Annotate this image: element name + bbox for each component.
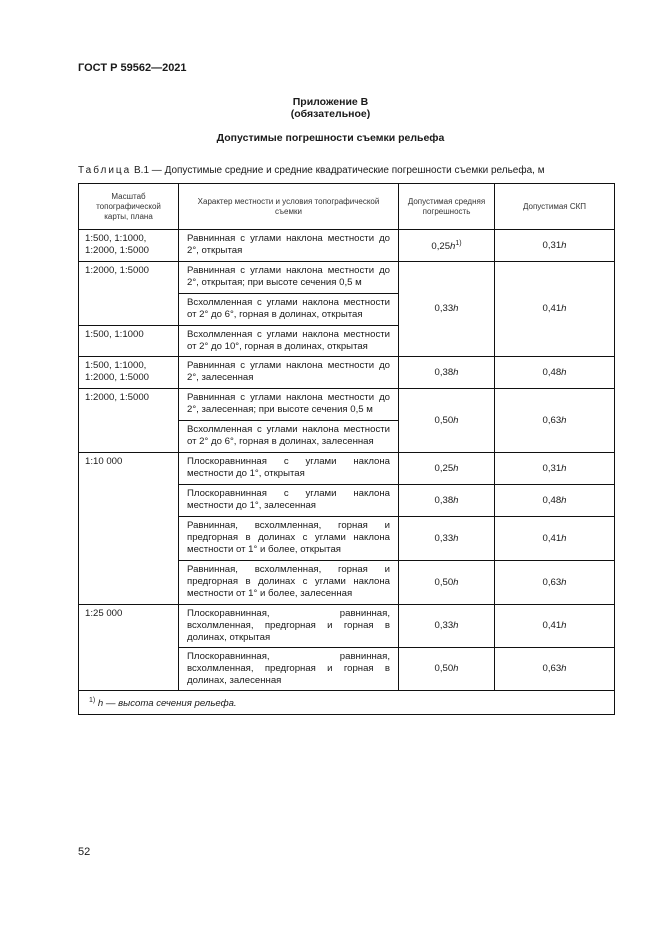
table-row: 1:500, 1:1000, 1:2000, 1:5000 Равнинная … <box>78 229 615 262</box>
column-header: Допустимая СКП <box>494 183 615 230</box>
mean-error-cell: 0,33h <box>398 516 495 561</box>
appendix-status: (обязательное) <box>290 108 371 120</box>
table-row: Равнинная, всхолмленная, горная и предго… <box>79 560 615 605</box>
table-row: Плоскоравнинная, равнинная, всхолмленная… <box>79 647 615 691</box>
table-header: Масштаб топографической карты, плана Хар… <box>78 183 615 230</box>
table-row: 1:25 000 Плоскоравнинная, равнинная, всх… <box>78 604 615 691</box>
mean-error-cell: 0,50h <box>398 388 495 453</box>
scale-cell: 1:500, 1:1000 <box>78 325 179 357</box>
mean-error-cell: 0,33h <box>398 604 495 648</box>
rmse-cell: 0,41h <box>494 261 615 357</box>
description-cell: Равнинная, всхолмленная, горная и предго… <box>178 560 399 605</box>
table-caption: Таблица В.1 — Допустимые средние и средн… <box>78 165 545 176</box>
scale-cell: 1:10 000 <box>78 452 179 605</box>
mean-error-cell: 0,38h <box>398 356 495 389</box>
table-row: Плоскоравнинная с углами наклона местнос… <box>79 484 615 517</box>
scale-cell: 1:2000, 1:5000 <box>78 388 179 453</box>
rmse-cell: 0,31h <box>494 452 615 485</box>
table-row: 1:500, 1:1000 Всхолмленная с углами накл… <box>78 325 615 357</box>
rmse-cell: 0,41h <box>494 604 615 648</box>
table-row: Всхолмленная с углами наклона местности … <box>79 293 615 326</box>
scale-cell: 1:2000, 1:5000 <box>78 261 179 326</box>
column-header: Допустимая средняя погрешность <box>398 183 495 230</box>
description-cell: Равнинная с углами наклона местности до … <box>178 388 399 421</box>
rmse-cell: 0,63h <box>494 560 615 605</box>
mean-error-cell: 0,25h1) <box>398 229 495 262</box>
rmse-cell: 0,63h <box>494 647 615 691</box>
column-header: Характер местности и условия топографиче… <box>178 183 399 230</box>
description-cell: Плоскоравнинная с углами наклона местнос… <box>178 452 399 485</box>
description-cell: Всхолмленная с углами наклона местности … <box>178 293 399 326</box>
rmse-cell: 0,41h <box>494 516 615 561</box>
table-row: 1:10 000 Плоскоравнинная с углами наклон… <box>78 452 615 605</box>
appendix-title: Приложение В <box>292 96 369 108</box>
mean-error-cell: 0,38h <box>398 484 495 517</box>
description-cell: Равнинная с углами наклона местности до … <box>178 261 399 294</box>
document-id: ГОСТ Р 59562—2021 <box>78 62 187 74</box>
mean-error-cell: 0,50h <box>398 560 495 605</box>
table-footnote: 1) h — высота сечения рельефа. <box>78 689 615 716</box>
table-row: 1:2000, 1:5000 Равнинная с углами наклон… <box>78 261 615 357</box>
description-cell: Плоскоравнинная, равнинная, всхолмленная… <box>178 647 399 691</box>
rmse-cell: 0,48h <box>494 484 615 517</box>
rmse-cell: 0,63h <box>494 388 615 453</box>
description-cell: Равнинная с углами наклона местности до … <box>178 356 399 389</box>
table-row: Равнинная, всхолмленная, горная и предго… <box>79 516 615 561</box>
table-row: 1:2000, 1:5000 Равнинная с углами наклон… <box>78 388 615 453</box>
scale-cell: 1:25 000 <box>78 604 179 691</box>
footnote-text: h — высота сечения рельефа. <box>97 698 237 710</box>
description-cell: Всхолмленная с углами наклона местности … <box>178 420 399 453</box>
scale-cell: 1:500, 1:1000, 1:2000, 1:5000 <box>78 356 179 389</box>
description-cell: Равнинная с углами наклона местности до … <box>178 229 399 262</box>
table-row: Всхолмленная с углами наклона местности … <box>79 420 615 453</box>
description-cell: Равнинная, всхолмленная, горная и предго… <box>178 516 399 561</box>
errors-table: Масштаб топографической карты, плана Хар… <box>78 183 615 716</box>
mean-error-cell: 0,33h <box>398 261 495 357</box>
column-header: Масштаб топографической карты, плана <box>78 183 179 230</box>
mean-error-cell: 0,25h <box>398 452 495 485</box>
appendix-heading: Допустимые погрешности съемки рельефа <box>216 132 445 144</box>
description-cell: Плоскоравнинная, равнинная, всхолмленная… <box>178 604 399 648</box>
rmse-cell: 0,31h <box>494 229 615 262</box>
page-number: 52 <box>78 846 91 858</box>
description-cell: Всхолмленная с углами наклона местности … <box>178 325 399 357</box>
table-row: 1:500, 1:1000, 1:2000, 1:5000 Равнинная … <box>78 356 615 389</box>
mean-error-cell: 0,50h <box>398 647 495 691</box>
description-cell: Плоскоравнинная с углами наклона местнос… <box>178 484 399 517</box>
rmse-cell: 0,48h <box>494 356 615 389</box>
scale-cell: 1:500, 1:1000, 1:2000, 1:5000 <box>78 229 179 262</box>
